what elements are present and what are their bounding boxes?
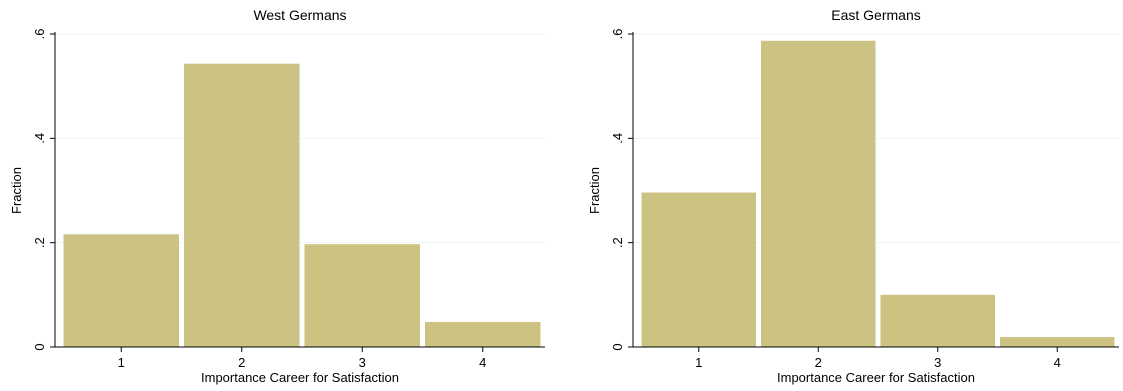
bar-1: [640, 191, 757, 348]
y-tick-label: .4: [610, 133, 625, 144]
x-tick-label: 4: [479, 355, 486, 370]
x-tick-label: 1: [118, 355, 125, 370]
chart-panel-1: 0 .2 .4 .6 1 2 3 4 West Germans Importance Career…: [9, 7, 545, 385]
chart-panel-2: 0 .2 .4 .6 1 2 3 4 East Germans Importance Career…: [587, 7, 1119, 385]
y-tick-label: .6: [610, 29, 625, 40]
bar-4: [424, 320, 542, 348]
x-tick-label: 2: [238, 355, 245, 370]
y-axis-label: Fraction: [587, 167, 602, 214]
bar-2: [183, 62, 301, 348]
chart-title: West Germans: [253, 7, 346, 23]
y-tick-label: .2: [610, 237, 625, 248]
x-axis-label: Importance Career for Satisfaction: [777, 370, 975, 385]
y-tick-label: .2: [32, 237, 47, 248]
bar-3: [879, 293, 996, 348]
y-tick-label: 0: [32, 343, 47, 350]
x-tick-label: 1: [695, 355, 702, 370]
bar-3: [303, 243, 421, 348]
bar-4: [999, 336, 1116, 348]
x-tick-label: 4: [1054, 355, 1061, 370]
x-tick-label: 2: [815, 355, 822, 370]
x-tick-label: 3: [934, 355, 941, 370]
y-tick-label: .4: [32, 133, 47, 144]
bar-1: [62, 233, 180, 348]
y-axis-label: Fraction: [9, 167, 24, 214]
x-axis-label: Importance Career for Satisfaction: [201, 370, 399, 385]
chart-title: East Germans: [831, 7, 920, 23]
y-tick-label: .6: [32, 29, 47, 40]
x-tick-label: 3: [359, 355, 366, 370]
bar-2: [760, 39, 877, 348]
y-tick-label: 0: [610, 343, 625, 350]
